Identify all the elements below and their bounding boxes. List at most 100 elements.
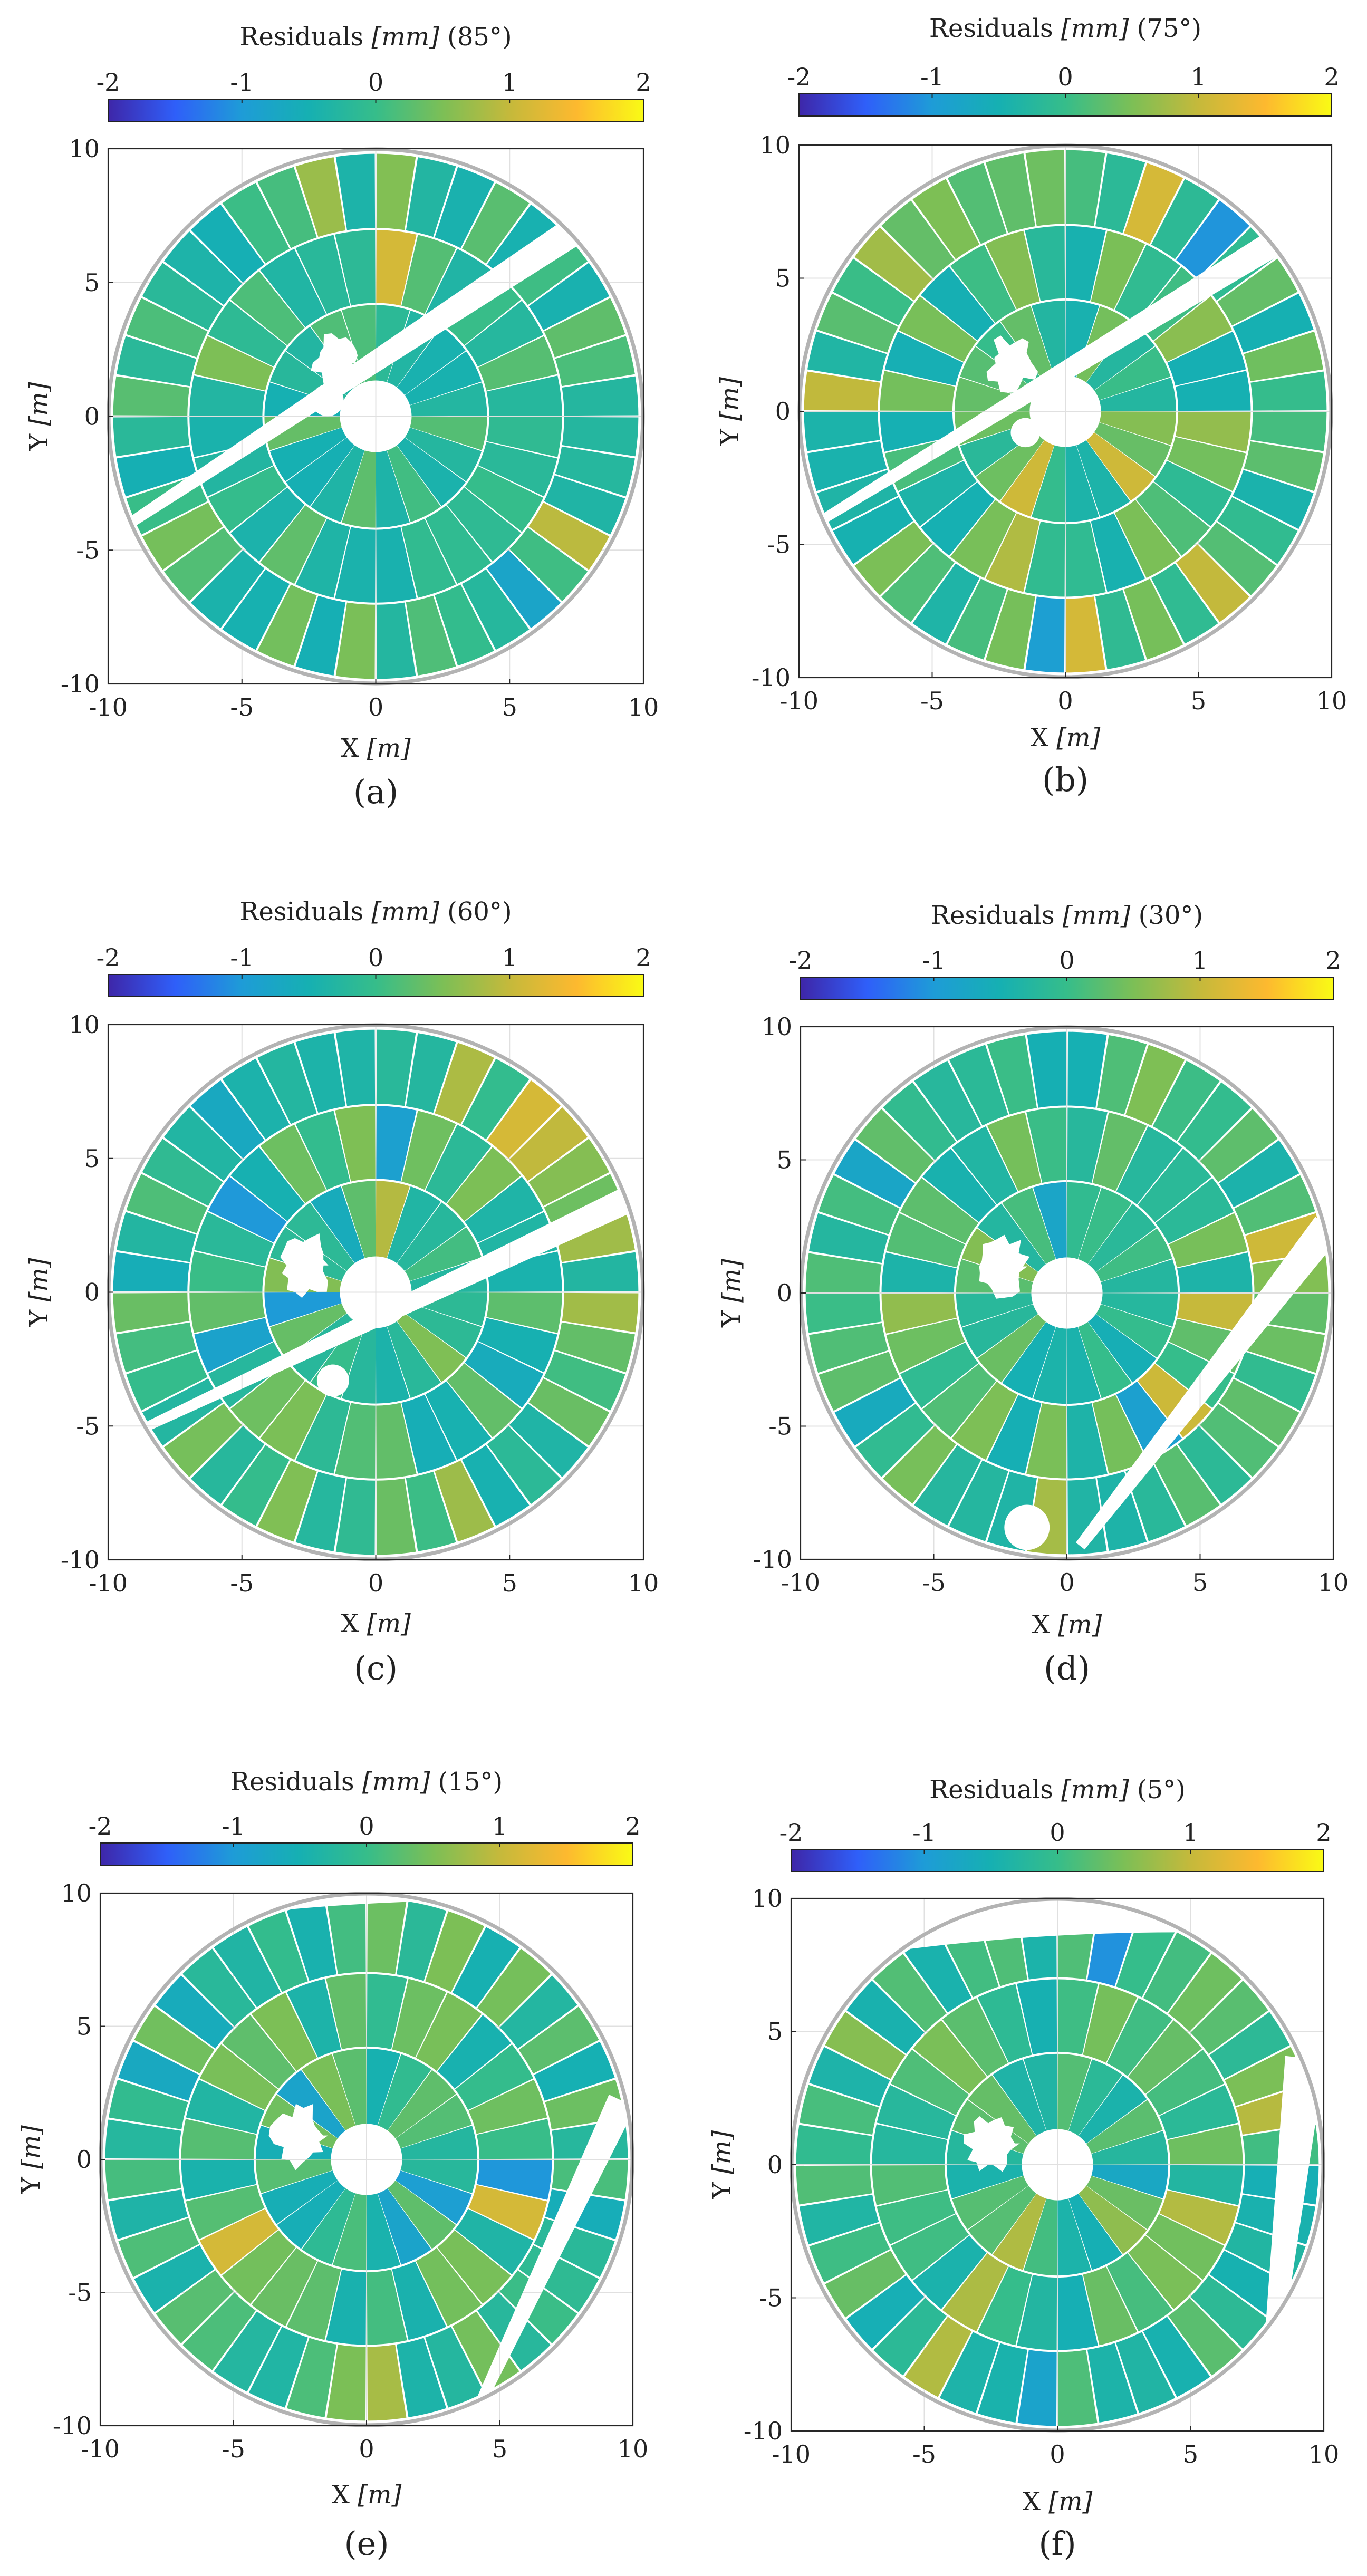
residual-sector [435, 1043, 494, 1124]
residual-sector [1065, 226, 1106, 302]
residual-sector [985, 230, 1040, 310]
residual-sector [332, 2193, 367, 2271]
residual-sector [985, 513, 1040, 592]
residual-sector [968, 2075, 1036, 2144]
colorbar-tick-label: 2 [1316, 1818, 1331, 1847]
residual-sector [392, 2261, 447, 2340]
residual-sector [311, 1186, 365, 1263]
residual-sector [486, 1292, 562, 1333]
residual-sector [834, 1378, 915, 1446]
residual-sector [1168, 2298, 1241, 2376]
x-tick-label: 5 [1183, 2440, 1198, 2468]
residual-sector [1200, 1404, 1278, 1477]
residual-sector [222, 1445, 290, 1526]
colorbar-tick-label: -1 [912, 1818, 936, 1847]
residual-sector [260, 505, 326, 584]
residual-sector [1219, 1378, 1299, 1446]
y-tick-label: -5 [759, 2284, 783, 2312]
x-axis-label-unit: [m] [1056, 723, 1100, 752]
residual-sector [335, 527, 376, 603]
y-tick-label: 5 [767, 2018, 783, 2046]
colorbar-title-angle: (60°) [439, 897, 512, 927]
residual-sector [487, 1080, 561, 1159]
residual-sector [342, 1326, 376, 1404]
residual-sector [961, 1228, 1038, 1282]
residual-sector [401, 1394, 456, 1474]
residual-sector [900, 1342, 979, 1408]
x-tick-label: 0 [359, 2435, 374, 2463]
residual-sector [335, 1029, 376, 1106]
residual-sector [1175, 411, 1251, 452]
y-axis-label-unit: [m] [707, 2130, 737, 2174]
colorbar-title: Residuals [mm] (85°) [239, 22, 512, 52]
residual-sector [477, 2292, 551, 2370]
residual-sector [257, 584, 317, 666]
residual-sector [1025, 226, 1065, 302]
residual-sector [1209, 2250, 1290, 2318]
residual-sector [367, 2193, 401, 2271]
residual-sector [1244, 331, 1323, 381]
y-axis-label: Y [m] [24, 1258, 54, 1327]
x-axis-label: X [m] [1031, 723, 1101, 752]
colorbar-tick-label: -1 [922, 946, 946, 975]
colorbar-title-text: Residuals [239, 22, 371, 52]
y-tick-label: -10 [61, 1546, 100, 1574]
residual-sector [544, 1351, 625, 1411]
y-tick-label: -5 [76, 536, 100, 564]
x-axis-label-text: X [341, 734, 367, 763]
colorbar-title-text: Residuals [929, 14, 1061, 43]
residual-sector [156, 1975, 234, 2049]
residual-sector [465, 1342, 544, 1408]
x-tick-label: 5 [1191, 687, 1206, 715]
colorbar-title: Residuals [mm] (5°) [929, 1775, 1186, 1805]
residual-sector [1094, 346, 1171, 400]
y-tick-label: 10 [69, 1010, 100, 1039]
y-tick-label: 0 [84, 1278, 100, 1307]
y-axis-label: Y [m] [707, 2130, 737, 2199]
residual-sector [269, 427, 347, 481]
residual-sector [117, 1212, 197, 1262]
residual-sector [914, 1060, 981, 1141]
residual-sector [387, 310, 441, 388]
x-tick-label: -5 [912, 2440, 936, 2468]
residual-sector [264, 1258, 342, 1292]
residual-sector [912, 563, 980, 644]
residual-sector [452, 1927, 519, 2008]
residual-sector [277, 2070, 345, 2138]
residual-sector [1058, 1903, 1098, 1980]
residual-sector [194, 336, 274, 391]
x-tick-label: 0 [1057, 687, 1073, 715]
residual-sector [113, 417, 190, 457]
residual-sector [1068, 2193, 1122, 2270]
colorbar-tick-label: -2 [779, 1818, 803, 1847]
residual-sector [825, 2012, 906, 2079]
residual-sector [952, 2176, 1029, 2230]
residual-sector [406, 1033, 456, 1113]
residual-sector [335, 153, 376, 230]
residual-sector [181, 2159, 257, 2200]
x-axis-label-text: X [1032, 1610, 1058, 1639]
residual-sector [977, 1314, 1046, 1383]
residual-sector [1066, 596, 1105, 673]
residual-sector [890, 2214, 969, 2280]
residual-sector [405, 1303, 482, 1357]
residual-sector [562, 417, 639, 457]
residual-sector [562, 1292, 639, 1333]
y-tick-label: 5 [76, 2012, 92, 2041]
residual-sector [142, 1378, 223, 1446]
residual-sector [462, 569, 530, 650]
residual-sector [487, 1426, 561, 1504]
residual-sector [117, 336, 197, 387]
residual-sector [914, 1445, 981, 1526]
residual-sector [1169, 1318, 1248, 1373]
residual-sector [1243, 2165, 1319, 2205]
residual-sector [342, 450, 376, 528]
residual-sector [468, 2079, 547, 2134]
residual-sector [406, 1471, 456, 1551]
x-axis-label-unit: [m] [367, 1609, 411, 1638]
residual-sector [1219, 1140, 1299, 1208]
residual-sector [555, 336, 635, 387]
residual-sector [1167, 331, 1246, 386]
residual-sector [376, 1478, 416, 1555]
